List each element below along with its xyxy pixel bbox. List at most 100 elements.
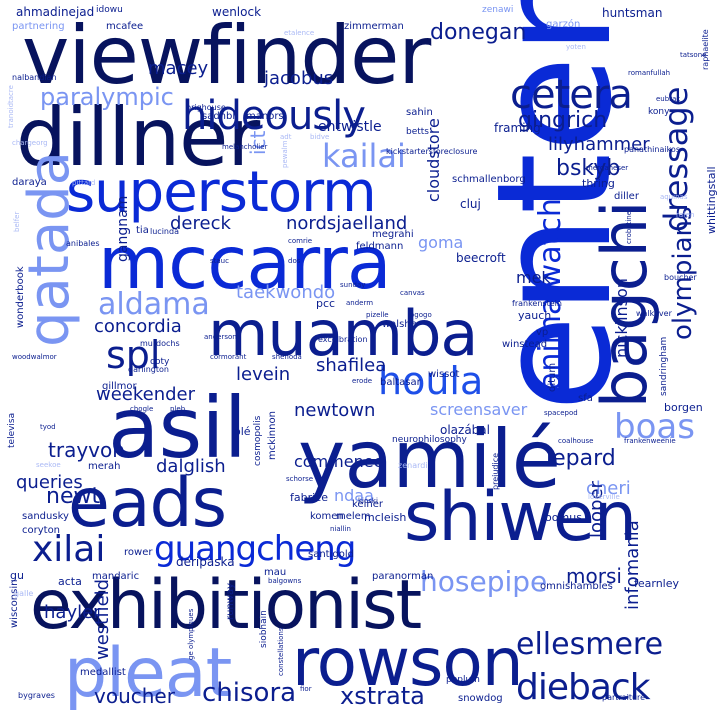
- word-cetera: cetera: [510, 72, 633, 118]
- word-brighouse: brighouse: [186, 103, 226, 112]
- tiny-word: frankenweenie: [624, 437, 676, 445]
- word-trayvon: trayvon: [48, 438, 125, 462]
- tiny-word: eubrac: [656, 95, 681, 103]
- word-levein: levein: [236, 364, 291, 385]
- word-cluj: cluj: [460, 197, 481, 211]
- tiny-word: chogle: [130, 405, 154, 413]
- tiny-word: rafen: [676, 211, 695, 219]
- word-kony: kony: [648, 107, 670, 117]
- word-sadhbh: sadhbh: [202, 111, 239, 122]
- tiny-word: ogogo: [410, 311, 432, 319]
- word-wonderbook: wonderbook: [15, 266, 26, 328]
- word-santigold: santigold: [308, 549, 354, 560]
- word-pcc: pcc: [316, 297, 336, 310]
- word-superstorm: superstorm: [66, 160, 377, 225]
- tiny-word: dos: [288, 257, 301, 265]
- word-yauch: yauch: [518, 309, 552, 322]
- word-ellesmere: ellesmere: [516, 627, 664, 662]
- word-komen: komen: [310, 511, 344, 522]
- word-commonee: commenee: [294, 452, 384, 471]
- word-omnishambles: omnishambles: [540, 581, 613, 592]
- word-borgen: borgen: [664, 401, 703, 414]
- word-gillmor: gillmor: [102, 381, 137, 392]
- word-wisconsin: wisconsin: [9, 579, 20, 628]
- word-taekwondo: taekwondo: [236, 282, 336, 303]
- word-tia: tia: [136, 225, 149, 236]
- word-wissot: wissot: [428, 369, 460, 380]
- word-cosmopolis: cosmopolis: [253, 415, 263, 466]
- word-xilai: xilai: [32, 529, 106, 570]
- word-goma: goma: [418, 233, 464, 252]
- word-frankenstein: frankenstein: [512, 299, 562, 308]
- word-anibales: anibales: [66, 239, 100, 248]
- word-mek: mek: [516, 268, 551, 287]
- tiny-word: niallin: [330, 525, 351, 533]
- word-wenlock: wenlock: [212, 5, 262, 19]
- word-boas: boas: [614, 407, 695, 447]
- word-lilyhammer: lilyhammer: [548, 134, 650, 155]
- tiny-word: cormorant: [210, 353, 247, 361]
- word-asil: asil: [108, 379, 247, 477]
- word-mcafee: mcafee: [106, 21, 144, 32]
- word-zimmerman: zimmerman: [344, 21, 404, 32]
- word-ditum: ditum: [547, 362, 558, 392]
- word-partnering: partnering: [12, 21, 65, 32]
- word-televisa: televisa: [7, 412, 17, 448]
- word-kelner: kelner: [352, 499, 383, 510]
- tiny-word: adt: [280, 133, 292, 141]
- tiny-word: belfer: [13, 211, 21, 232]
- tiny-word: excelbration: [318, 335, 368, 344]
- word-deripaska: deripaska: [176, 555, 235, 569]
- word-hideously: hideously: [182, 93, 366, 139]
- word-newt: newt: [46, 484, 101, 509]
- tiny-word: pleb: [170, 405, 186, 413]
- word-newtown: newtown: [294, 400, 376, 421]
- word-morsi: morsi: [566, 564, 622, 588]
- word-coty: coty: [150, 357, 170, 367]
- tiny-word: tyod: [40, 423, 56, 431]
- word-paranorman: paranorman: [372, 571, 434, 582]
- tiny-word: bidve: [310, 133, 330, 141]
- word-murdochs: murdochs: [140, 339, 180, 348]
- word-bygraves: bygraves: [18, 691, 55, 700]
- tiny-word: seekoe: [36, 461, 61, 469]
- word-sandusky: sandusky: [22, 511, 69, 522]
- tiny-word: pewalm: [281, 140, 289, 168]
- word-mcleish: mcleish: [364, 511, 407, 524]
- word-shiwen: shiwen: [404, 478, 637, 557]
- word-guangcheng: guangcheng: [154, 529, 356, 569]
- word-partraiture: partraiture: [602, 693, 646, 702]
- tiny-word: raphaelite: [701, 29, 710, 70]
- word-cheri: cheri: [586, 478, 631, 499]
- word-baltasar: baltasar: [380, 377, 421, 388]
- word-walkover: walkover: [636, 309, 672, 318]
- tiny-word: romanfullah: [628, 69, 671, 77]
- word-loomus: loomus: [542, 511, 582, 524]
- word-siobhain: siobhain: [259, 610, 269, 648]
- word-ahmadinejad: ahmadinejad: [16, 5, 95, 19]
- word-garzon: garzón: [546, 19, 581, 30]
- word-fabrice: fabrice: [290, 491, 328, 504]
- word-runway: runway: [225, 582, 236, 620]
- tiny-word: tatsone: [680, 51, 707, 59]
- word-peplum: peplum: [446, 675, 480, 685]
- tiny-word: pizelle: [366, 311, 389, 319]
- word-darlington: darlington: [128, 365, 169, 374]
- tiny-word: sunday: [340, 281, 366, 289]
- tiny-word: galle: [14, 589, 34, 598]
- tiny-word: aquinas: [660, 193, 688, 201]
- word-spl: spl: [106, 333, 161, 377]
- word-xstrata: xstrata: [340, 682, 425, 710]
- word-winstead: winstead: [502, 339, 548, 350]
- word-mandaric: mandaric: [92, 571, 140, 582]
- tiny-word: balgowns: [268, 577, 302, 585]
- tiny-word: schorse: [286, 475, 314, 483]
- word-medallist: medallist: [80, 667, 126, 678]
- word-hayler: hayler: [44, 602, 101, 623]
- tiny-word: anderson: [204, 333, 237, 341]
- word-mccarra: mccarra: [98, 221, 392, 306]
- tiny-word: nalbandian: [12, 73, 57, 82]
- word-manors: manors: [246, 111, 284, 122]
- word-diller: diller: [614, 191, 639, 202]
- word-houla: houla: [378, 359, 484, 403]
